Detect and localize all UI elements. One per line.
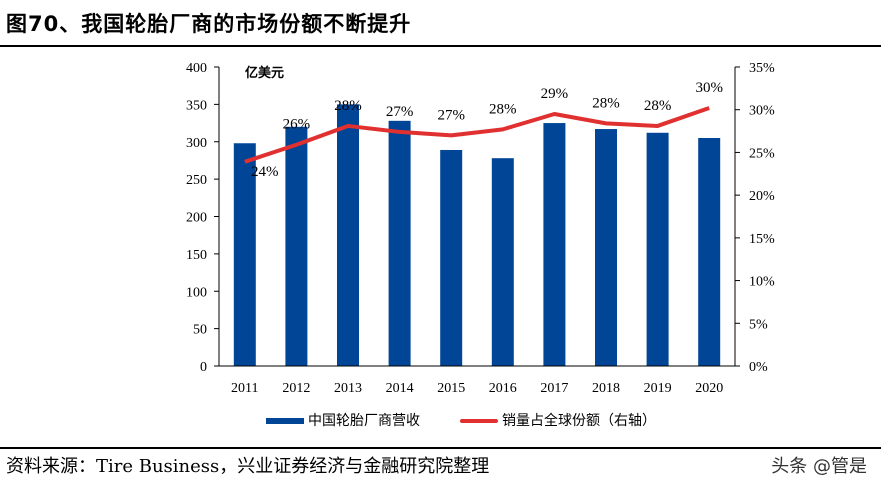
source-rule [0, 447, 881, 449]
right-tick-label: 0% [749, 360, 768, 375]
bar-2011 [233, 143, 256, 366]
bar-2013 [337, 104, 359, 366]
watermark: 头条 @管是 [771, 456, 867, 477]
bar-2015 [440, 149, 463, 366]
share-line [244, 106, 710, 164]
data-label-2013: 28% [334, 98, 362, 114]
right-tick-label: 10% [749, 275, 775, 290]
data-label-2020: 30% [695, 80, 723, 96]
legend-swatch-bar [266, 418, 304, 424]
right-tick-label: 30% [749, 104, 775, 119]
x-tick-label: 2017 [540, 381, 568, 396]
data-label-2019: 28% [644, 98, 672, 114]
x-tick-label: 2019 [644, 381, 672, 396]
x-tick-label: 2013 [334, 381, 362, 396]
left-tick-label: 400 [186, 61, 207, 76]
title-rule [0, 45, 881, 47]
bar-2018 [595, 129, 617, 366]
right-tick-label: 5% [749, 317, 768, 332]
legend-label-bar: 中国轮胎厂商营收 [308, 413, 420, 429]
x-tick-label: 2020 [695, 381, 723, 396]
legend-label-line: 销量占全球份额（右轴） [502, 413, 656, 429]
figure-title: 图70、我国轮胎厂商的市场份额不断提升 [6, 12, 412, 36]
x-tick-label: 2018 [592, 381, 620, 396]
right-tick-label: 35% [749, 61, 775, 76]
right-tick-label: 20% [749, 189, 775, 204]
left-tick-label: 250 [186, 173, 207, 188]
right-tick-label: 15% [749, 232, 775, 247]
data-label-2017: 29% [541, 86, 569, 102]
data-label-2012: 26% [283, 117, 311, 133]
data-label-2018: 28% [592, 95, 620, 111]
left-tick-label: 200 [186, 211, 207, 226]
data-label-2015: 27% [437, 107, 465, 123]
data-label-2014: 27% [386, 104, 414, 120]
legend-item-line: 销量占全球份额（右轴） [460, 410, 656, 430]
x-tick-label: 2011 [231, 381, 258, 396]
source-note: 资料来源：Tire Business，兴业证券经济与金融研究院整理 [6, 456, 490, 477]
left-tick-label: 50 [193, 323, 207, 338]
x-tick-label: 2012 [282, 381, 310, 396]
bar-2020 [698, 138, 721, 366]
data-label-2016: 28% [489, 101, 517, 117]
bar-2017 [543, 123, 566, 366]
left-tick-label: 150 [186, 248, 207, 263]
bar-2016 [491, 158, 514, 366]
legend-item-bar: 中国轮胎厂商营收 [266, 410, 420, 430]
bar-2012 [285, 126, 308, 366]
chart: 0 50 100 150 200 250 300 350 400 0% 5% 10% 15% 20% 25%… [186, 61, 775, 396]
left-tick-label: 350 [186, 98, 207, 113]
left-tick-label: 100 [186, 285, 207, 300]
data-label-2011: 24% [251, 164, 279, 180]
left-tick-label: 300 [186, 136, 207, 151]
x-tick-label: 2016 [489, 381, 517, 396]
left-axis-unit: 亿美元 [245, 65, 284, 81]
bar-2019 [646, 132, 669, 366]
right-tick-label: 25% [749, 146, 775, 161]
x-tick-label: 2015 [437, 381, 465, 396]
x-tick-label: 2014 [386, 381, 414, 396]
legend-swatch-line [460, 419, 498, 423]
bar-2014 [388, 120, 411, 366]
left-tick-label: 0 [200, 360, 207, 375]
legend: 中国轮胎厂商营收 销量占全球份额（右轴） [266, 410, 656, 430]
